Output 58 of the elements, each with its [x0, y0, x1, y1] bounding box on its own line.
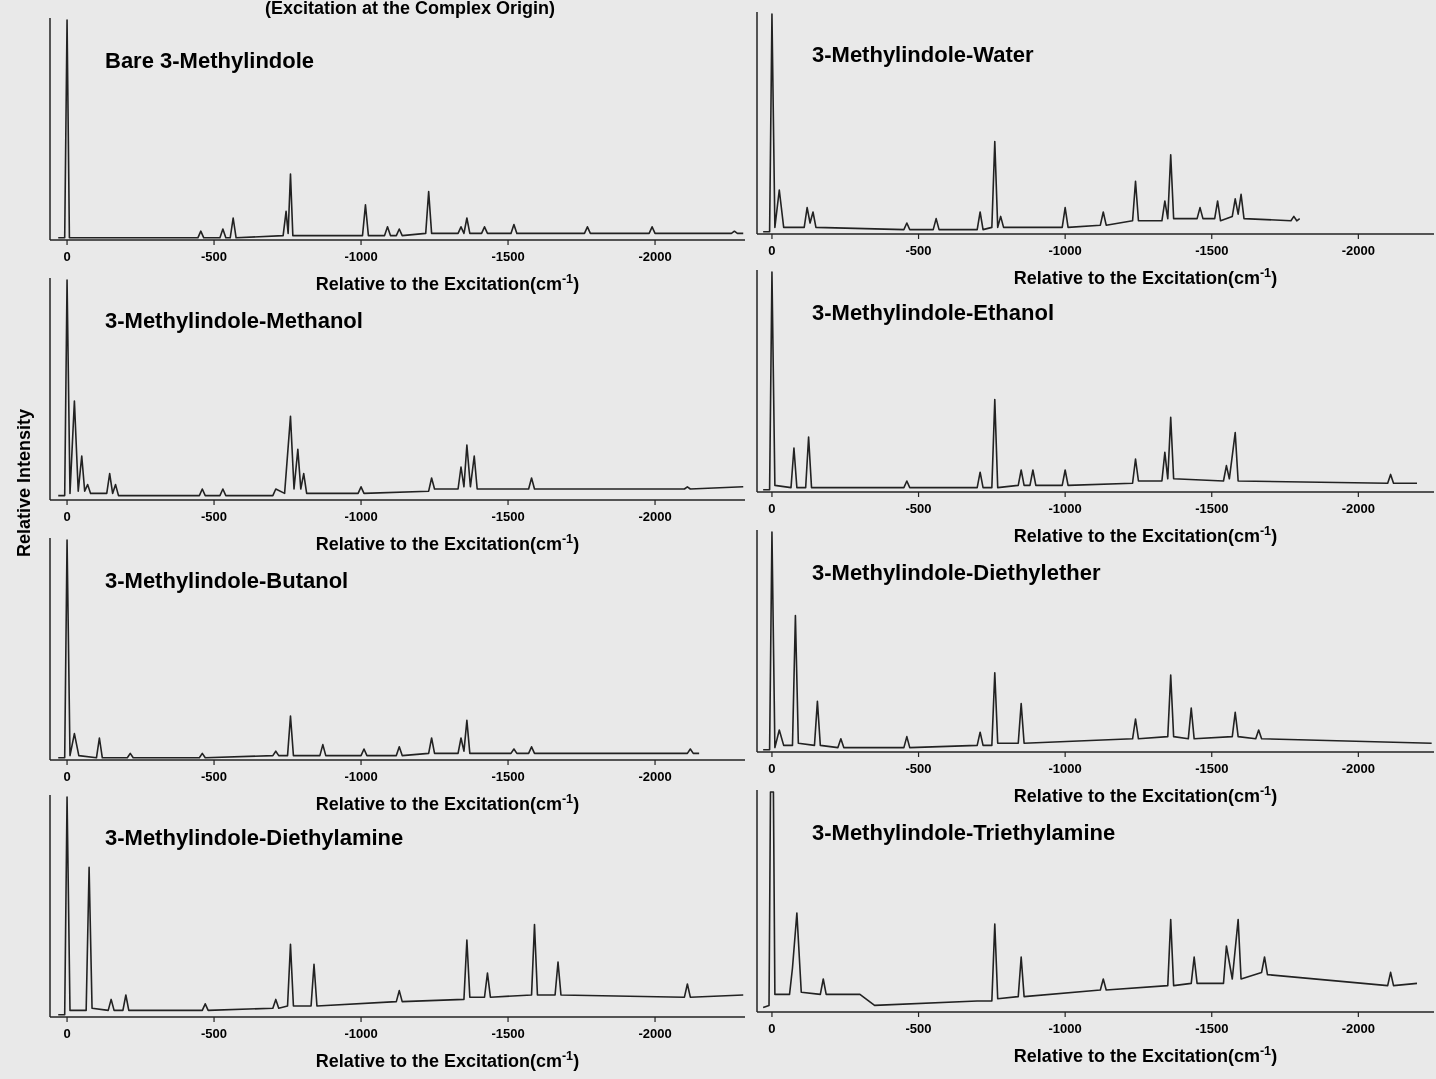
x-tick-label: 0 — [63, 249, 71, 264]
x-tick-label: -500 — [201, 1026, 228, 1041]
x-tick-label: -1000 — [344, 249, 378, 264]
x-tick-label: -1000 — [344, 1026, 378, 1041]
x-tick-label: -1500 — [491, 509, 525, 524]
x-axis-title: Relative to the Excitation(cm$^{-1}$) — [1013, 524, 1278, 546]
x-tick-label: -1500 — [1195, 501, 1229, 516]
x-tick-label: -1500 — [491, 249, 525, 264]
x-tick-label: -1000 — [344, 509, 378, 524]
x-tick-label: -1000 — [1048, 243, 1082, 258]
x-tick-label: 0 — [63, 1026, 71, 1041]
x-tick-label: -500 — [905, 761, 932, 776]
x-tick-label: -1500 — [491, 1026, 525, 1041]
x-tick-label: -1000 — [1048, 501, 1082, 516]
text: 3-Methylindole-Ethanol — [812, 300, 1054, 325]
text: 3-Methylindole-Triethylamine — [812, 820, 1116, 845]
x-tick-label: -2000 — [638, 249, 672, 264]
x-tick-label: -2000 — [1341, 243, 1375, 258]
x-axis-title: Relative to the Excitation(cm$^{-1}$) — [315, 792, 580, 814]
x-tick-label: -500 — [201, 509, 228, 524]
x-tick-label: 0 — [63, 509, 71, 524]
x-tick-label: -1500 — [1195, 1021, 1229, 1036]
text: (Excitation at the Complex Origin) — [264, 0, 556, 18]
text: 3-Methylindole-Methanol — [105, 308, 363, 333]
x-tick-label: -2000 — [1341, 1021, 1375, 1036]
x-tick-label: -1500 — [1195, 243, 1229, 258]
x-tick-label: 0 — [63, 769, 71, 784]
x-axis-title: Relative to the Excitation(cm$^{-1}$) — [1013, 1044, 1278, 1066]
x-tick-label: 0 — [768, 243, 776, 258]
x-tick-label: -500 — [201, 769, 228, 784]
x-tick-label: -500 — [905, 243, 932, 258]
x-tick-label: 0 — [768, 761, 776, 776]
x-tick-label: -2000 — [1341, 761, 1375, 776]
text: 3-Methylindole-Diethylether — [812, 560, 1101, 585]
x-tick-label: -2000 — [638, 509, 672, 524]
x-tick-label: -2000 — [638, 1026, 672, 1041]
x-tick-label: -500 — [201, 249, 228, 264]
text: 3-Methylindole-Butanol — [105, 568, 349, 593]
x-tick-label: -500 — [905, 1021, 932, 1036]
x-tick-label: 0 — [768, 501, 776, 516]
x-tick-label: -1000 — [344, 769, 378, 784]
x-tick-label: -1500 — [1195, 761, 1229, 776]
text: 3-Methylindole-Water — [812, 42, 1035, 67]
x-axis-title: Relative to the Excitation(cm$^{-1}$) — [315, 272, 580, 294]
x-tick-label: -1500 — [491, 769, 525, 784]
text: Bare 3-Methylindole — [105, 48, 315, 73]
x-tick-label: -500 — [905, 501, 932, 516]
text: 3-Methylindole-Diethylamine — [105, 825, 404, 850]
x-axis-title: Relative to the Excitation(cm$^{-1}$) — [1013, 266, 1278, 288]
x-axis-title: Relative to the Excitation(cm$^{-1}$) — [315, 532, 580, 554]
x-tick-label: 0 — [768, 1021, 776, 1036]
y-axis-title: Relative Intensity — [14, 408, 34, 558]
x-tick-label: -2000 — [638, 769, 672, 784]
x-tick-label: -1000 — [1048, 1021, 1082, 1036]
x-axis-title: Relative to the Excitation(cm$^{-1}$) — [315, 1049, 580, 1071]
x-axis-title: Relative to the Excitation(cm$^{-1}$) — [1013, 784, 1278, 806]
x-tick-label: -1000 — [1048, 761, 1082, 776]
x-tick-label: -2000 — [1341, 501, 1375, 516]
